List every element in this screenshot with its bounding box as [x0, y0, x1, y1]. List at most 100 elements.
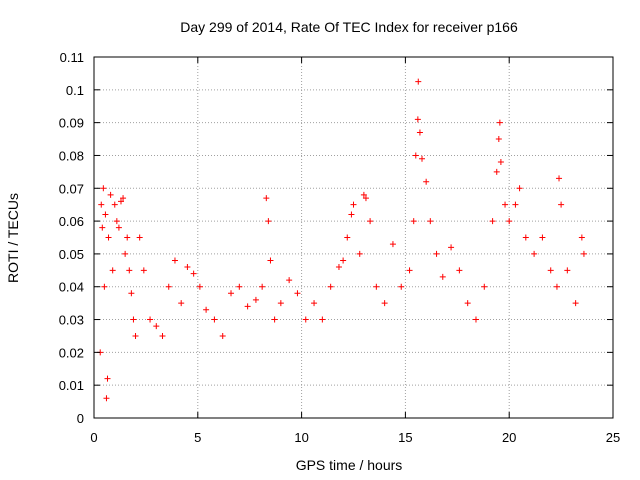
y-tick-label: 0.09: [59, 116, 84, 131]
data-point: [219, 332, 226, 339]
y-tick-label: 0.11: [60, 50, 84, 65]
data-point: [115, 224, 122, 231]
data-point: [252, 296, 259, 303]
data-point: [539, 234, 546, 241]
y-tick-label: 0.05: [59, 247, 84, 262]
data-point: [259, 283, 266, 290]
data-point: [228, 290, 235, 297]
data-point: [340, 257, 347, 264]
y-tick-label: 0.03: [59, 313, 84, 328]
data-point: [100, 185, 107, 192]
data-point: [506, 218, 513, 225]
data-point: [412, 152, 419, 159]
data-point: [362, 195, 369, 202]
data-point: [196, 283, 203, 290]
data-point: [415, 78, 422, 85]
grid-lines: [94, 57, 613, 418]
data-point: [416, 129, 423, 136]
y-tick-labels: 0 0.01 0.02 0.03 0.04 0.05 0.06 0.07 0.08 0.09 0.1…: [59, 50, 84, 426]
x-axis-label: GPS time / hours: [296, 457, 403, 473]
data-point: [493, 168, 500, 175]
data-point: [302, 316, 309, 323]
x-tick-label: 20: [502, 430, 516, 445]
data-point: [522, 234, 529, 241]
data-point: [124, 234, 131, 241]
data-point: [101, 283, 108, 290]
axis-ticks: [93, 56, 614, 419]
y-tick-label: 0.01: [59, 378, 84, 393]
data-point: [553, 283, 560, 290]
data-point: [531, 250, 538, 257]
data-point: [203, 306, 210, 313]
data-point: [512, 201, 519, 208]
data-point: [190, 270, 197, 277]
data-point: [580, 250, 587, 257]
x-tick-labels: 0 5 10 15 20 25: [90, 430, 620, 445]
data-point: [103, 395, 110, 402]
data-point: [130, 316, 137, 323]
data-point: [159, 332, 166, 339]
x-tick-label: 5: [194, 430, 201, 445]
data-point: [120, 195, 127, 202]
data-point: [265, 218, 272, 225]
data-point: [410, 218, 417, 225]
data-points: [97, 78, 587, 402]
data-point: [178, 300, 185, 307]
data-point: [502, 201, 509, 208]
data-point: [464, 300, 471, 307]
data-point: [294, 290, 301, 297]
data-point: [578, 234, 585, 241]
y-tick-label: 0.07: [59, 181, 84, 196]
data-point: [439, 273, 446, 280]
data-point: [472, 316, 479, 323]
data-point: [277, 300, 284, 307]
data-point: [184, 264, 191, 271]
data-point: [99, 224, 106, 231]
data-point: [558, 201, 565, 208]
data-point: [356, 250, 363, 257]
data-point: [263, 195, 270, 202]
data-point: [495, 136, 502, 143]
data-point: [335, 264, 342, 271]
y-tick-label: 0.08: [59, 148, 84, 163]
data-point: [414, 116, 421, 123]
chart-title: Day 299 of 2014, Rate Of TEC Index for r…: [180, 19, 518, 35]
y-tick-label: 0.06: [59, 214, 84, 229]
data-point: [327, 283, 334, 290]
data-point: [497, 159, 504, 166]
data-point: [389, 241, 396, 248]
data-point: [556, 175, 563, 182]
data-point: [311, 300, 318, 307]
data-point: [350, 201, 357, 208]
data-point: [104, 375, 111, 382]
data-point: [244, 303, 251, 310]
data-point: [360, 191, 367, 198]
data-point: [456, 267, 463, 274]
y-tick-label: 0.02: [59, 345, 84, 360]
data-point: [132, 332, 139, 339]
data-point: [398, 283, 405, 290]
data-point: [107, 191, 114, 198]
data-point: [98, 201, 105, 208]
data-point: [572, 300, 579, 307]
data-point: [547, 267, 554, 274]
data-point: [122, 250, 129, 257]
x-tick-label: 25: [606, 430, 620, 445]
y-axis-label: ROTI / TECUs: [5, 193, 21, 283]
data-point: [448, 244, 455, 251]
data-point: [236, 283, 243, 290]
data-point: [423, 178, 430, 185]
data-point: [153, 323, 160, 330]
data-point: [516, 185, 523, 192]
y-tick-label: 0: [77, 411, 84, 426]
x-tick-label: 0: [90, 430, 97, 445]
data-point: [140, 267, 147, 274]
data-point: [211, 316, 218, 323]
data-point: [433, 250, 440, 257]
data-point: [286, 277, 293, 284]
data-point: [109, 267, 116, 274]
y-tick-label: 0.04: [59, 280, 84, 295]
data-point: [319, 316, 326, 323]
data-point: [489, 218, 496, 225]
data-point: [406, 267, 413, 274]
